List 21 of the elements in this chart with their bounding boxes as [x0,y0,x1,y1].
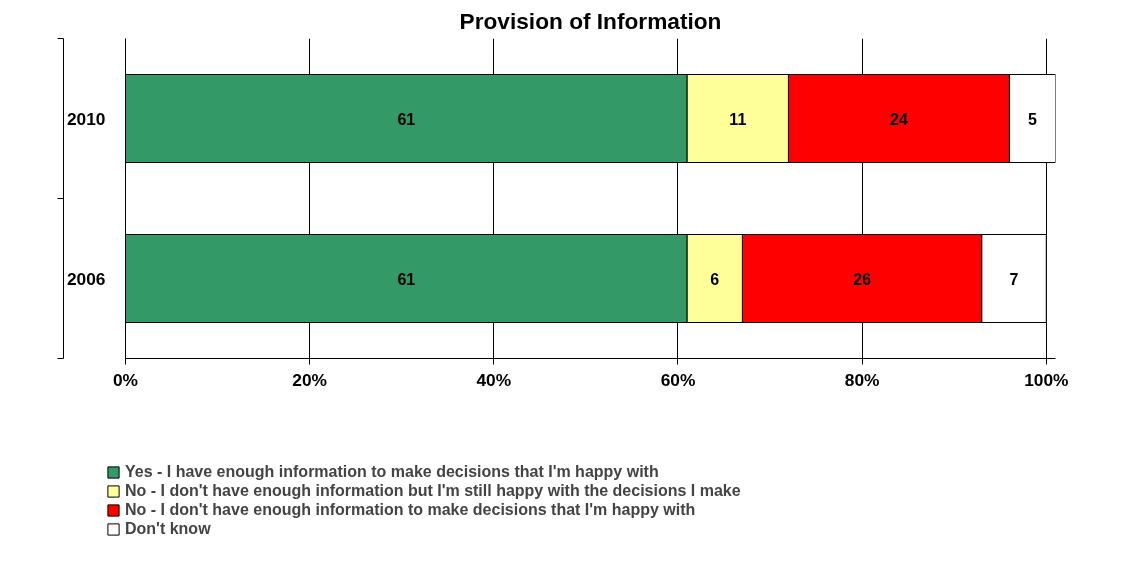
x-tick-label: 0% [112,369,139,390]
data-label: 6 [710,270,720,288]
data-label: 61 [397,110,416,128]
x-tick-label: 20% [292,369,328,390]
data-label: 7 [1009,270,1019,288]
data-label: 24 [890,110,908,128]
data-label: 11 [729,110,747,128]
data-label: 26 [853,270,872,288]
x-tick-label: 40% [476,369,512,390]
data-label: 61 [397,270,416,288]
data-label: 5 [1028,110,1038,128]
x-tick-label: 60% [660,369,696,390]
legend-label: No - I don't have enough information to make decisions that I'm happy with [125,500,696,519]
chart-title: Provision of Information [459,7,722,34]
y-tick-label: 2006 [66,268,106,289]
legend-label: Yes - I have enough information to make decisions that I'm happy with [125,462,659,481]
legend-label: Don't know [125,519,211,538]
legend-label: No - I don't have enough information but I'm still happy with the decisions I make [125,481,741,500]
x-tick-label: 80% [844,369,880,390]
x-tick-label: 100% [1024,369,1069,390]
y-tick-label: 2010 [66,108,106,129]
